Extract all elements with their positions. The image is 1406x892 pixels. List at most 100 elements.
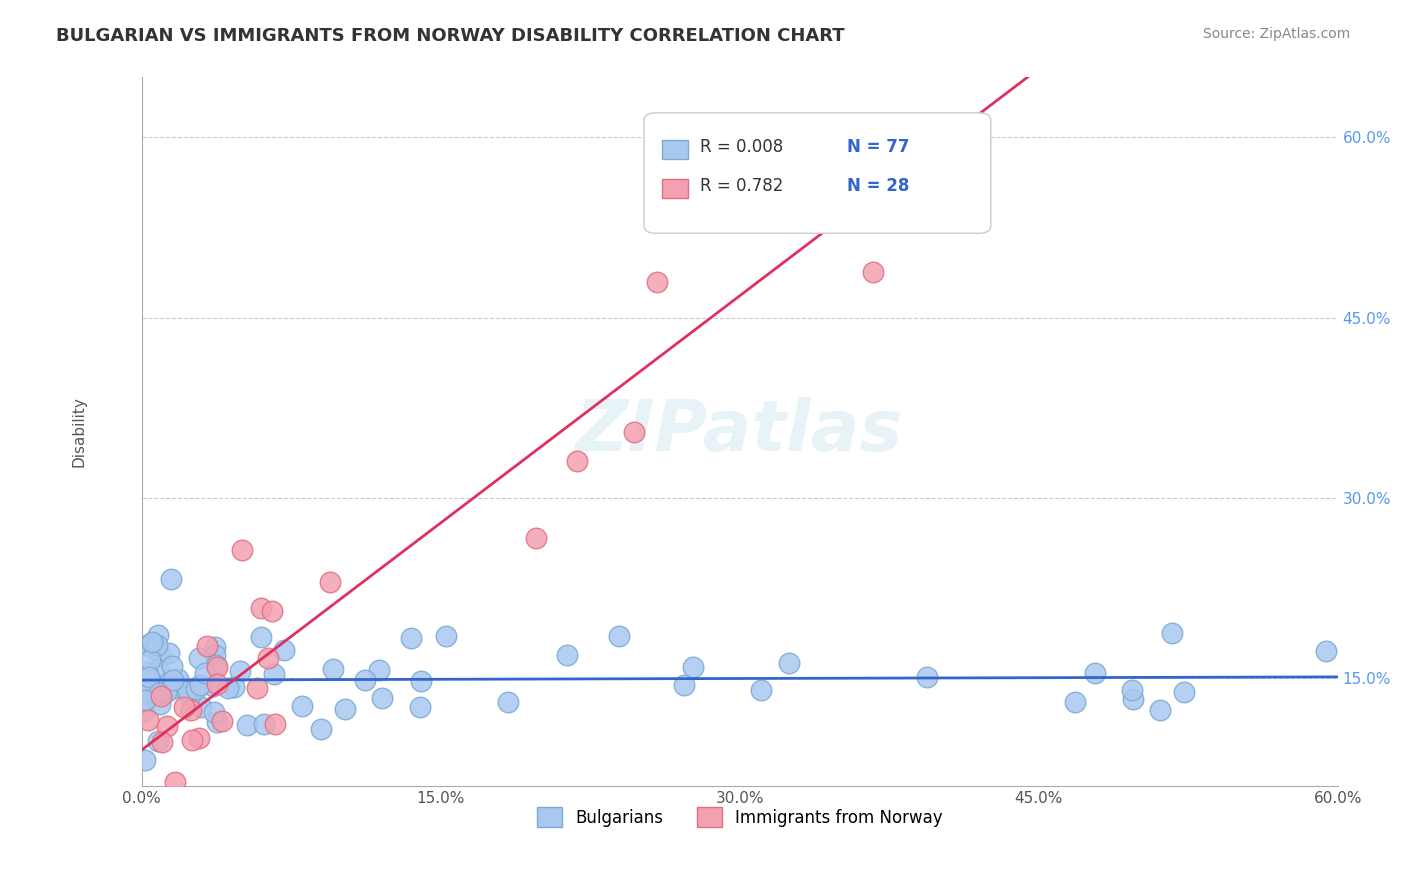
Point (194, 666, 217, 681)
Text: N = 77: N = 77 (848, 138, 910, 156)
Point (156, 719, 179, 733)
Point (146, 733, 169, 747)
Text: Source: ZipAtlas.com: Source: ZipAtlas.com (1202, 27, 1350, 41)
Point (749, 682, 772, 697)
Point (778, 656, 800, 670)
Point (291, 699, 314, 714)
Legend: Bulgarians, Immigrants from Norway: Bulgarians, Immigrants from Norway (530, 800, 949, 834)
Point (176, 685, 198, 699)
Point (181, 732, 204, 747)
Point (367, 663, 389, 677)
Point (157, 674, 180, 689)
Point (273, 643, 295, 657)
Point (231, 543, 253, 558)
FancyBboxPatch shape (662, 140, 689, 159)
Point (1063, 695, 1085, 709)
Point (249, 631, 271, 645)
Point (246, 681, 269, 696)
Point (1121, 683, 1143, 698)
FancyBboxPatch shape (662, 179, 689, 198)
Point (863, 154, 886, 169)
Point (205, 657, 228, 672)
Point (195, 639, 218, 653)
Point (159, 572, 181, 586)
Point (434, 630, 457, 644)
Point (607, 629, 630, 643)
Point (146, 663, 169, 677)
Point (222, 681, 245, 695)
Point (142, 641, 165, 656)
Point (136, 665, 159, 680)
Point (204, 705, 226, 719)
Point (148, 686, 170, 700)
Point (207, 715, 229, 730)
Point (257, 651, 280, 665)
Point (623, 425, 645, 439)
Point (173, 700, 195, 714)
Point (188, 731, 211, 746)
Point (157, 646, 180, 660)
Point (135, 638, 157, 652)
Point (1173, 685, 1195, 699)
Point (260, 604, 283, 618)
Point (524, 531, 547, 545)
Point (217, 681, 239, 696)
Point (673, 678, 696, 692)
Point (132, 704, 155, 718)
Point (143, 685, 166, 699)
Point (862, 264, 884, 278)
Point (146, 628, 169, 642)
Point (190, 700, 212, 714)
Point (917, 669, 939, 683)
Point (143, 678, 166, 692)
Point (645, 275, 668, 289)
Point (236, 718, 259, 732)
Text: R = 0.008: R = 0.008 (700, 138, 783, 156)
Point (150, 735, 173, 749)
Point (253, 717, 276, 731)
FancyBboxPatch shape (644, 113, 991, 234)
Point (319, 574, 342, 589)
Point (165, 775, 187, 789)
Text: N = 28: N = 28 (848, 177, 910, 194)
Point (311, 723, 333, 737)
Point (167, 679, 190, 693)
Point (399, 631, 422, 645)
Point (204, 648, 226, 662)
Point (136, 713, 159, 727)
Point (148, 697, 170, 711)
Point (682, 660, 704, 674)
Point (134, 753, 156, 767)
Point (159, 682, 181, 697)
Point (149, 649, 172, 664)
Text: BULGARIAN VS IMMIGRANTS FROM NORWAY DISABILITY CORRELATION CHART: BULGARIAN VS IMMIGRANTS FROM NORWAY DISA… (56, 27, 845, 45)
Point (567, 454, 589, 468)
Point (186, 790, 208, 805)
Point (249, 601, 271, 615)
Point (186, 681, 208, 696)
Point (322, 662, 344, 676)
Point (155, 685, 177, 699)
Point (139, 653, 162, 667)
Point (135, 686, 157, 700)
Point (1122, 692, 1144, 706)
Point (177, 684, 200, 698)
Point (1084, 666, 1107, 681)
Point (202, 679, 225, 693)
Point (180, 703, 202, 717)
Point (138, 670, 160, 684)
Point (411, 674, 433, 689)
Point (409, 700, 432, 714)
Point (188, 678, 211, 692)
Point (134, 693, 156, 707)
Point (179, 689, 201, 703)
Point (371, 690, 394, 705)
Point (150, 690, 173, 704)
Point (167, 673, 190, 687)
Point (1315, 644, 1337, 658)
Point (207, 676, 229, 690)
Point (229, 664, 252, 678)
Point (264, 717, 287, 731)
Y-axis label: Disability: Disability (72, 396, 86, 467)
Text: R = 0.782: R = 0.782 (700, 177, 783, 194)
